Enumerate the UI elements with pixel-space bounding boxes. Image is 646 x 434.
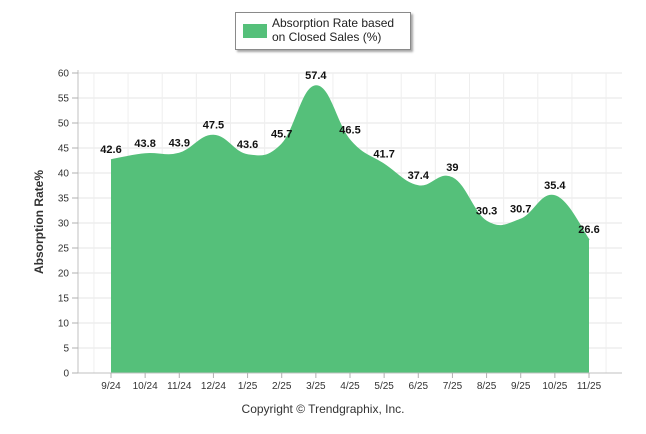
series-area — [110, 85, 590, 374]
x-tick-label: 6/25 — [409, 381, 429, 392]
legend: Absorption Rate based on Closed Sales (%… — [235, 12, 411, 50]
data-label: 30.3 — [476, 206, 497, 218]
y-tick-label: 0 — [63, 369, 69, 380]
data-label: 43.9 — [169, 138, 190, 150]
y-tick-label: 50 — [58, 119, 70, 130]
data-label: 41.7 — [373, 149, 394, 161]
x-tick-label: 4/25 — [340, 381, 360, 392]
legend-label: Absorption Rate based on Closed Sales (%… — [272, 16, 395, 44]
y-tick-label: 20 — [58, 269, 70, 280]
y-tick-label: 10 — [58, 319, 70, 330]
y-axis-title: Absorption Rate% — [32, 170, 46, 274]
x-tick-label: 2/25 — [272, 381, 292, 392]
x-tick-label: 9/25 — [511, 381, 531, 392]
x-tick-label: 10/24 — [133, 381, 158, 392]
y-tick-label: 25 — [58, 244, 70, 255]
y-tick-label: 40 — [58, 169, 70, 180]
x-tick-label: 9/24 — [101, 381, 121, 392]
data-label: 57.4 — [305, 70, 327, 82]
copyright-text: Copyright © Trendgraphix, Inc. — [241, 402, 405, 416]
x-tick-label: 5/25 — [374, 381, 394, 392]
x-tick-label: 11/24 — [167, 381, 192, 392]
area-fill — [111, 85, 589, 374]
y-axis-ticks: 0 5 10 15 20 25 30 35 40 45 50 55 60 — [58, 69, 78, 380]
data-label: 35.4 — [544, 180, 566, 192]
data-label: 42.6 — [100, 144, 121, 156]
data-label: 43.8 — [134, 138, 155, 150]
data-label: 37.4 — [408, 170, 430, 182]
data-label: 45.7 — [271, 129, 292, 141]
y-tick-label: 45 — [58, 144, 70, 155]
x-tick-label: 7/25 — [443, 381, 463, 392]
x-tick-label: 12/24 — [201, 381, 226, 392]
x-tick-label: 1/25 — [238, 381, 258, 392]
x-tick-label: 3/25 — [306, 381, 326, 392]
y-tick-label: 35 — [58, 194, 70, 205]
y-tick-label: 5 — [63, 344, 69, 355]
data-label: 39 — [446, 162, 458, 174]
x-tick-label: 10/25 — [542, 381, 567, 392]
data-label: 43.6 — [237, 139, 258, 151]
y-tick-label: 30 — [58, 219, 70, 230]
y-tick-label: 60 — [58, 69, 70, 80]
x-tick-label: 11/25 — [577, 381, 602, 392]
y-tick-label: 15 — [58, 294, 70, 305]
x-axis-ticks: 9/24 10/24 11/24 12/24 1/25 2/25 3/25 4/25 5/25 6… — [101, 373, 602, 392]
data-label: 26.6 — [578, 224, 599, 236]
data-labels: 42.6 43.8 43.9 47.5 43.6 45.7 57.4 46.5 41.7 37.4… — [100, 70, 599, 236]
y-tick-label: 55 — [58, 94, 70, 105]
data-label: 47.5 — [203, 120, 224, 132]
data-label: 46.5 — [339, 125, 360, 137]
data-label: 30.7 — [510, 204, 531, 216]
legend-swatch — [243, 24, 267, 38]
x-tick-label: 8/25 — [477, 381, 497, 392]
